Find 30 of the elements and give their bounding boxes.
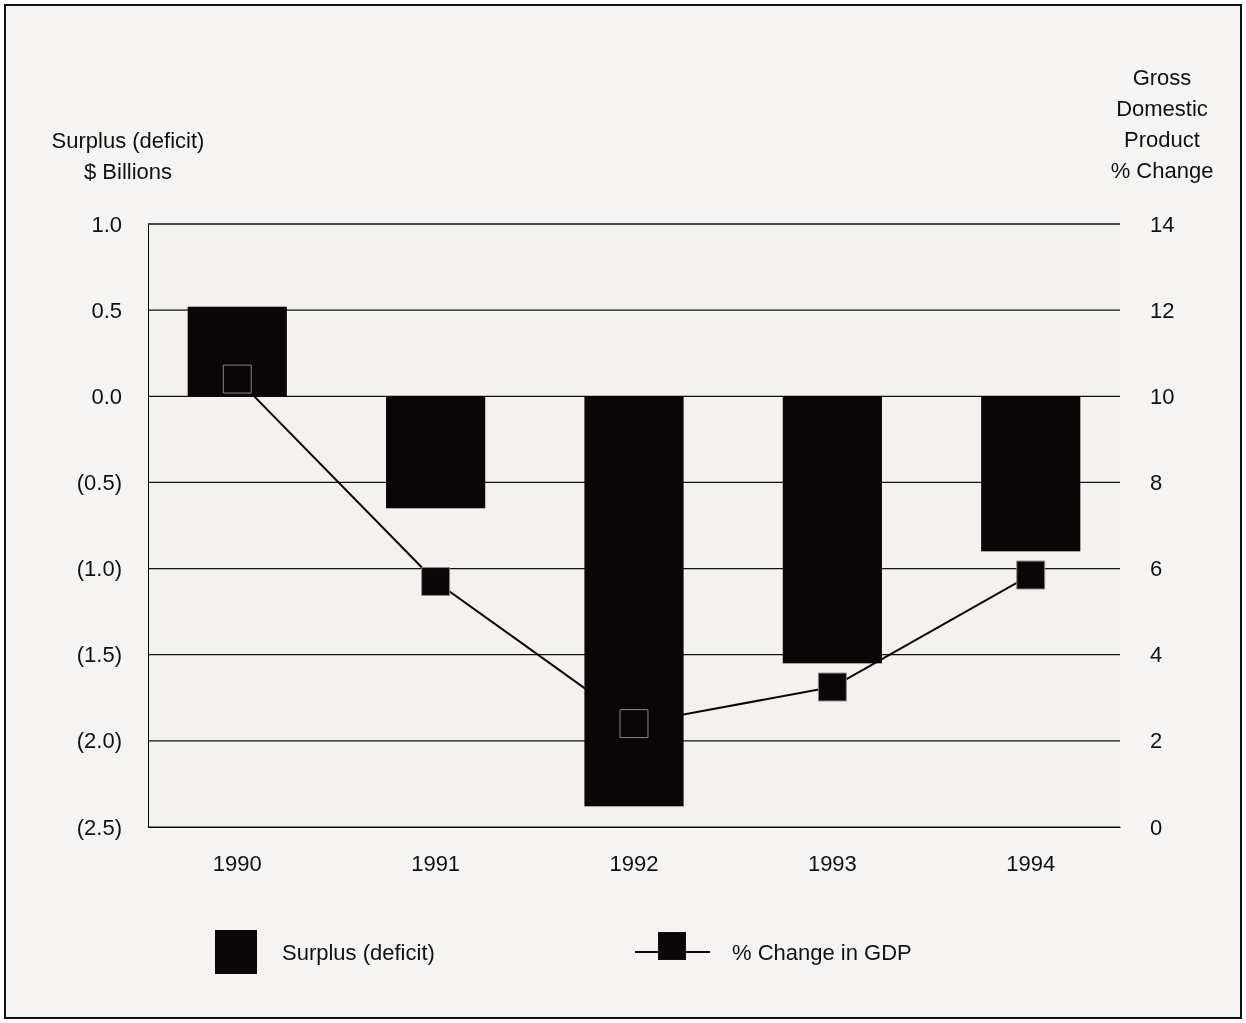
point xyxy=(222,364,252,394)
x-tick-label: 1991 xyxy=(411,850,461,876)
y2-tick-label: 8 xyxy=(1150,469,1163,495)
y-tick-label: (1.0) xyxy=(76,556,122,582)
x-tick-label: 1993 xyxy=(807,850,857,876)
y2-tick-label: 2 xyxy=(1150,728,1163,754)
legend-label: % Change in GDP xyxy=(732,940,912,965)
point xyxy=(1016,560,1046,590)
y-tick-label: (0.5) xyxy=(76,469,122,495)
y2-tick-label: 6 xyxy=(1150,556,1163,582)
x-tick-label: 1994 xyxy=(1006,850,1056,876)
point xyxy=(421,567,451,596)
y2-axis-title: Gross Domestic Product % Change xyxy=(1110,65,1214,183)
y2-tick-label: 4 xyxy=(1150,642,1163,668)
y-tick-label: 0.5 xyxy=(91,297,122,323)
y2-tick-label: 10 xyxy=(1150,383,1175,409)
y2-tick-label: 14 xyxy=(1150,211,1175,237)
legend-label: Surplus (deficit) xyxy=(282,940,435,965)
y-tick-label: (1.5) xyxy=(76,642,122,668)
y2-tick-label: 0 xyxy=(1150,814,1163,840)
point xyxy=(619,709,649,739)
y-tick-label: 1.0 xyxy=(91,211,122,237)
point xyxy=(817,672,847,702)
y2-tick-label: 12 xyxy=(1150,297,1175,323)
y-axis-title: Surplus (deficit) $ Billions xyxy=(51,128,205,184)
y-tick-label: (2.5) xyxy=(76,814,122,840)
y-tick-label: 0.0 xyxy=(91,383,122,409)
y-tick-label: (2.0) xyxy=(76,728,122,754)
x-tick-label: 1990 xyxy=(212,850,262,876)
x-tick-label: 1992 xyxy=(609,850,659,876)
